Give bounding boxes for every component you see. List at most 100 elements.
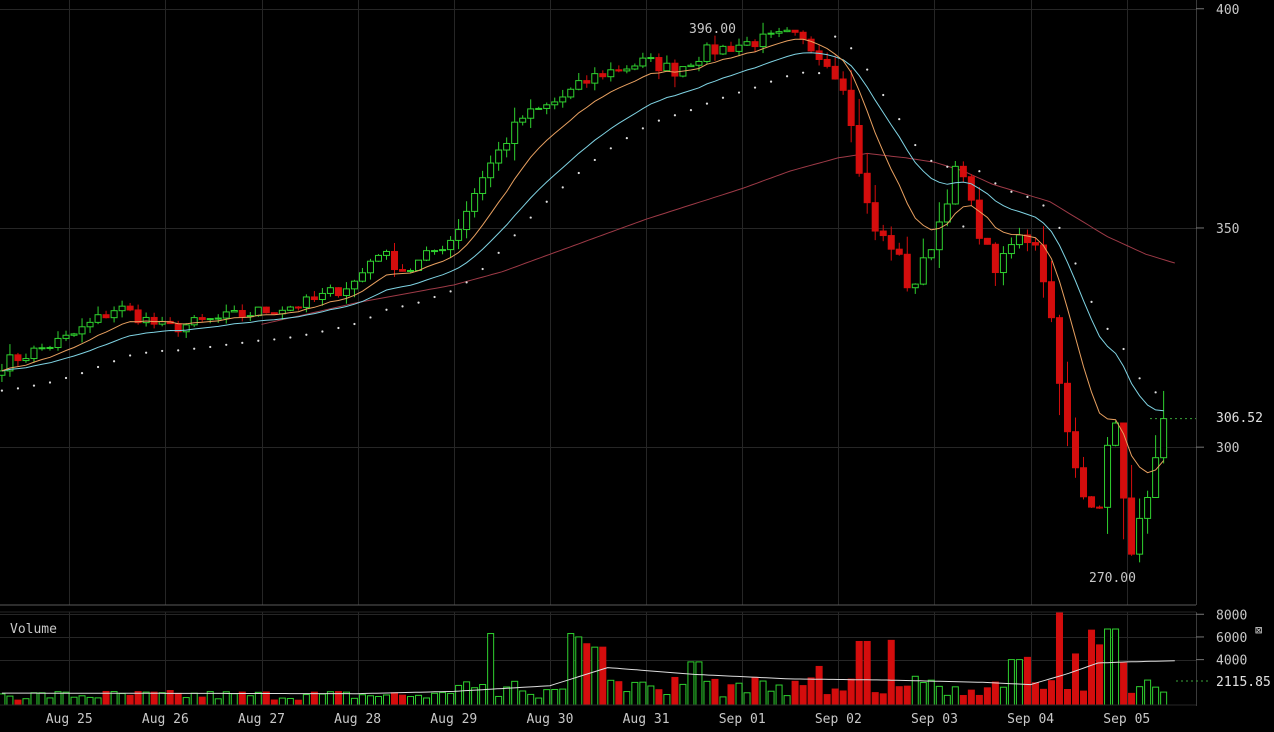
x-tick-label: Sep 05 [1103, 712, 1150, 727]
candle-body [30, 347, 38, 360]
candle-body [855, 124, 863, 174]
y-tick-label: 400 [1216, 3, 1239, 18]
candle-body [6, 354, 14, 372]
close-icon[interactable]: ⊠ [1255, 623, 1262, 637]
candle-body [1160, 418, 1168, 459]
sar-dot [289, 336, 292, 339]
sar-dot [1090, 300, 1093, 303]
candle-body [543, 104, 551, 109]
volume-bar [775, 684, 783, 706]
volume-bar [358, 694, 366, 706]
candle-body [214, 317, 222, 320]
candle-body [655, 57, 663, 72]
parabolic-sar-dots [0, 35, 1157, 394]
candle-body [1088, 496, 1096, 508]
volume-bar [871, 692, 879, 706]
candle-body [927, 249, 935, 259]
volume-bar [783, 695, 791, 706]
axis-labels: Aug 25 Aug 26 Aug 27 Aug 28 Aug 29 Aug 30 Aug … [46, 3, 1248, 727]
candle-body [302, 296, 310, 308]
volume-bar [575, 636, 583, 706]
candle-body [62, 334, 70, 339]
sar-dot [561, 186, 564, 189]
last-price-label: 306.52 [1216, 411, 1263, 426]
volume-bar [158, 692, 166, 706]
volume-bar [959, 695, 967, 706]
sar-dot [721, 96, 725, 99]
volume-bar [447, 692, 455, 706]
volume-bar [927, 679, 935, 706]
sar-dot [161, 349, 164, 353]
volume-bar [174, 692, 182, 706]
sar-dot [48, 381, 52, 384]
volume-bar [286, 697, 294, 706]
volume-bar [511, 680, 519, 706]
x-tick-label: Aug 25 [46, 712, 93, 727]
volume-bar [631, 681, 639, 706]
candle-body [951, 165, 959, 205]
sar-dot [978, 170, 981, 173]
candle-body [134, 309, 142, 324]
volume-bar [318, 693, 326, 706]
volume-bar [294, 699, 302, 706]
sar-dot [0, 389, 4, 392]
sar-dot [962, 225, 965, 228]
sar-dot [321, 330, 324, 333]
volume-bar [190, 692, 198, 706]
volume-bar [887, 639, 895, 706]
candle-body [1112, 422, 1120, 446]
candle-body [1144, 497, 1152, 519]
x-tick-label: Aug 30 [526, 712, 573, 727]
volume-bar [1007, 659, 1015, 706]
volume-bar [455, 684, 463, 706]
x-tick-label: Sep 02 [815, 712, 862, 727]
candle-body [887, 235, 895, 250]
candle-body [727, 45, 735, 52]
volume-bar [863, 640, 871, 706]
candle-body [983, 237, 991, 245]
volume-bar [30, 692, 38, 706]
candle-body [783, 29, 791, 33]
volume-bar [543, 689, 551, 706]
volume-bar [479, 684, 487, 706]
volume-bar [1120, 662, 1128, 706]
volume-bar [567, 633, 575, 706]
volume-bar [423, 697, 431, 706]
candle-body [118, 305, 126, 312]
sar-dot [369, 316, 372, 319]
sar-dot [1122, 347, 1125, 351]
candle-body [831, 65, 839, 80]
volume-bar [599, 646, 607, 706]
sar-dot [898, 118, 901, 121]
candle-body [943, 203, 951, 223]
volume-bar [86, 696, 94, 706]
candle-body [1039, 244, 1047, 283]
volume-bar [1088, 629, 1096, 706]
candle-body [22, 358, 30, 362]
volume-bar [951, 686, 959, 706]
volume-bar [991, 681, 999, 706]
candle-body [310, 296, 318, 301]
volume-bar [487, 633, 495, 706]
candle-body [599, 73, 607, 78]
volume-bar [270, 699, 278, 706]
candle-body [815, 50, 823, 60]
candle-body [1080, 467, 1088, 498]
candle-body [1071, 431, 1080, 469]
candle-body [743, 41, 751, 46]
candle-body [935, 221, 943, 251]
candle-body [342, 288, 350, 297]
candle-body [407, 269, 415, 272]
sar-dot [241, 341, 244, 344]
volume-bar [719, 696, 727, 706]
volume-bar [751, 677, 759, 706]
candle-body [639, 57, 647, 67]
candle-body [511, 121, 519, 144]
volume-bar [623, 691, 631, 706]
volume-bar [350, 697, 358, 706]
volume-bar [855, 640, 863, 706]
volume-bar [1055, 611, 1063, 706]
candle-body [535, 107, 543, 110]
candle-body [423, 250, 431, 261]
candle-body [38, 347, 46, 350]
